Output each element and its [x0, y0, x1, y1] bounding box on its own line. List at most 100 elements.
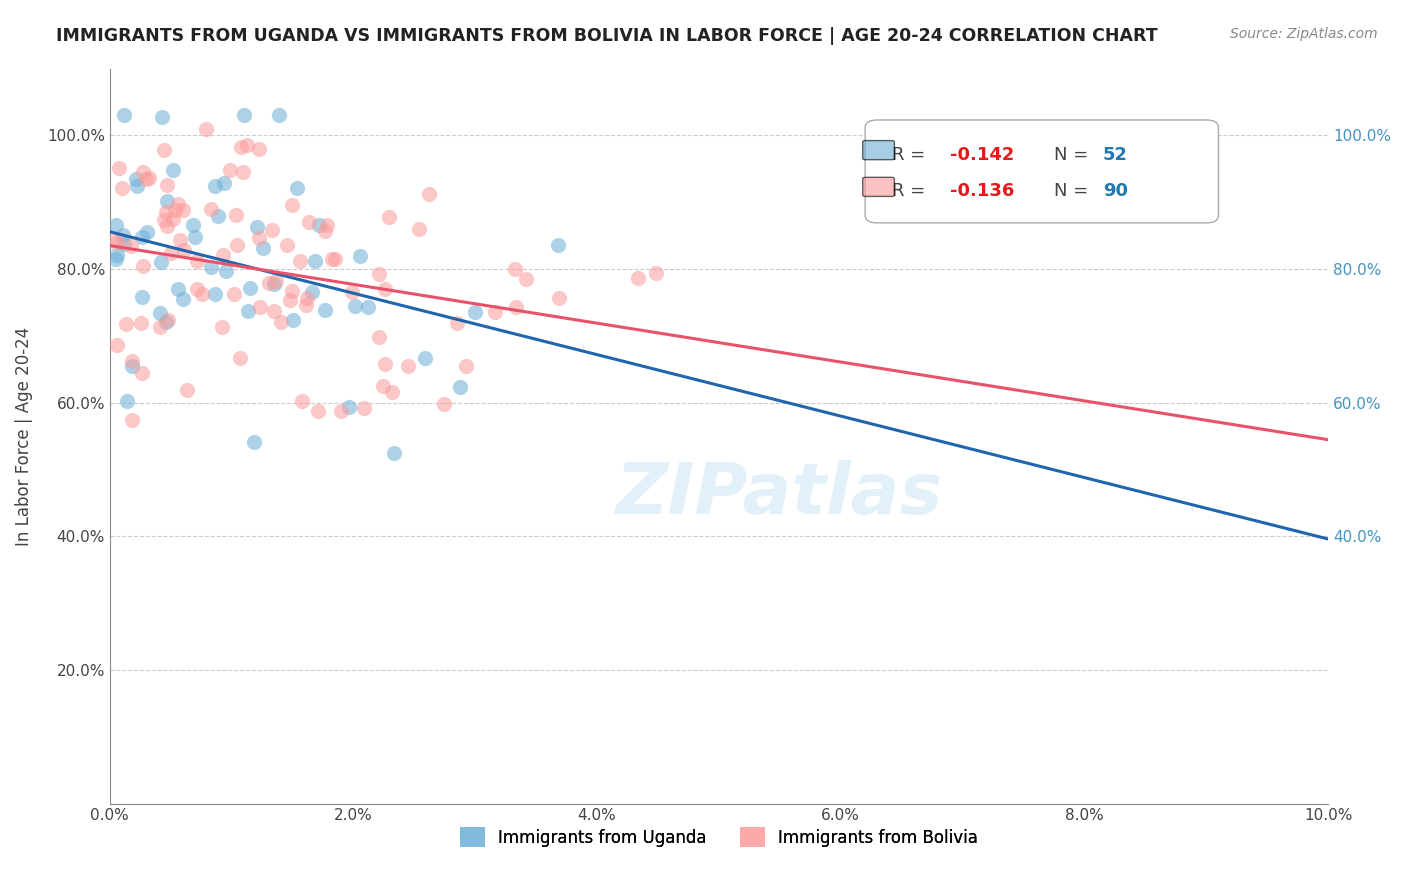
Immigrants from Uganda [449, 380, 471, 394]
Immigrants from Bolivia [371, 379, 394, 393]
Immigrants from Bolivia [446, 316, 468, 330]
Immigrants from Bolivia [278, 293, 301, 308]
Text: R =: R = [891, 183, 931, 201]
Immigrants from Bolivia [263, 303, 285, 318]
Immigrants from Bolivia [105, 337, 128, 351]
Immigrants from Uganda [301, 285, 323, 300]
Immigrants from Bolivia [107, 161, 129, 175]
Immigrants from Bolivia [229, 351, 252, 365]
Immigrants from Bolivia [235, 137, 257, 152]
Immigrants from Uganda [200, 260, 222, 274]
Immigrants from Bolivia [169, 233, 191, 247]
Immigrants from Bolivia [114, 317, 136, 331]
Immigrants from Bolivia [156, 313, 179, 327]
Immigrants from Bolivia [111, 181, 134, 195]
Immigrants from Bolivia [152, 213, 174, 227]
Immigrants from Bolivia [295, 298, 318, 312]
Immigrants from Bolivia [645, 266, 668, 280]
Immigrants from Bolivia [321, 252, 343, 267]
Immigrants from Uganda [304, 254, 326, 268]
Immigrants from Uganda [242, 435, 264, 450]
Immigrants from Uganda [156, 194, 179, 208]
Immigrants from Bolivia [323, 252, 346, 267]
Immigrants from Bolivia [231, 140, 253, 154]
FancyBboxPatch shape [863, 141, 894, 160]
Immigrants from Bolivia [135, 172, 157, 186]
Immigrants from Uganda [150, 110, 173, 124]
Immigrants from Bolivia [340, 285, 363, 300]
Immigrants from Uganda [162, 163, 184, 178]
Immigrants from Uganda [464, 305, 486, 319]
Immigrants from Bolivia [484, 304, 506, 318]
Immigrants from Uganda [267, 108, 290, 122]
Text: Source: ZipAtlas.com: Source: ZipAtlas.com [1230, 27, 1378, 41]
Immigrants from Bolivia [353, 401, 375, 416]
Immigrants from Bolivia [105, 233, 128, 247]
Immigrants from Bolivia [132, 259, 155, 273]
Immigrants from Uganda [382, 446, 405, 460]
Immigrants from Bolivia [295, 291, 318, 305]
Immigrants from Uganda [285, 180, 308, 194]
Immigrants from Bolivia [121, 413, 143, 427]
Immigrants from Uganda [112, 237, 135, 252]
Immigrants from Bolivia [156, 178, 179, 192]
Immigrants from Bolivia [194, 122, 217, 136]
Immigrants from Uganda [104, 252, 127, 266]
Immigrants from Bolivia [162, 211, 184, 226]
Immigrants from Bolivia [276, 238, 298, 252]
Immigrants from Bolivia [266, 274, 288, 288]
Immigrants from Uganda [238, 303, 260, 318]
Immigrants from Bolivia [381, 385, 404, 400]
Immigrants from Uganda [149, 306, 172, 320]
Immigrants from Bolivia [138, 171, 160, 186]
Text: R =: R = [891, 145, 931, 164]
Immigrants from Bolivia [131, 366, 153, 380]
Text: N =: N = [1054, 183, 1094, 201]
Immigrants from Bolivia [298, 215, 321, 229]
Immigrants from Bolivia [548, 291, 571, 305]
Immigrants from Bolivia [176, 383, 198, 397]
Text: IMMIGRANTS FROM UGANDA VS IMMIGRANTS FROM BOLIVIA IN LABOR FORCE | AGE 20-24 COR: IMMIGRANTS FROM UGANDA VS IMMIGRANTS FRO… [56, 27, 1159, 45]
Immigrants from Bolivia [163, 203, 186, 218]
Text: N =: N = [1054, 145, 1094, 164]
Text: 90: 90 [1102, 183, 1128, 201]
Y-axis label: In Labor Force | Age 20-24: In Labor Force | Age 20-24 [15, 326, 32, 546]
Immigrants from Uganda [337, 400, 360, 414]
Immigrants from Bolivia [270, 315, 292, 329]
FancyBboxPatch shape [865, 120, 1219, 223]
Immigrants from Bolivia [307, 404, 329, 418]
Immigrants from Bolivia [186, 282, 208, 296]
Immigrants from Uganda [112, 108, 135, 122]
Immigrants from Bolivia [211, 248, 233, 262]
Immigrants from Bolivia [225, 238, 247, 252]
Immigrants from Bolivia [367, 268, 389, 282]
Legend: Immigrants from Uganda, Immigrants from Bolivia: Immigrants from Uganda, Immigrants from … [453, 821, 984, 855]
Immigrants from Uganda [184, 229, 207, 244]
Immigrants from Bolivia [408, 222, 430, 236]
Immigrants from Uganda [125, 172, 148, 186]
Immigrants from Uganda [245, 219, 267, 234]
Immigrants from Bolivia [505, 300, 527, 314]
FancyBboxPatch shape [863, 178, 894, 196]
Immigrants from Bolivia [330, 403, 353, 417]
Text: -0.142: -0.142 [950, 145, 1015, 164]
Immigrants from Bolivia [120, 239, 142, 253]
Immigrants from Bolivia [222, 286, 245, 301]
Immigrants from Bolivia [281, 198, 304, 212]
Immigrants from Uganda [172, 292, 194, 306]
Immigrants from Bolivia [190, 287, 212, 301]
Immigrants from Uganda [136, 225, 159, 239]
Immigrants from Uganda [357, 300, 380, 314]
Immigrants from Bolivia [374, 282, 396, 296]
Immigrants from Bolivia [186, 253, 208, 268]
Immigrants from Bolivia [259, 276, 281, 290]
Immigrants from Bolivia [316, 218, 339, 232]
Immigrants from Bolivia [288, 253, 311, 268]
Immigrants from Bolivia [418, 186, 440, 201]
Immigrants from Bolivia [200, 202, 222, 216]
Immigrants from Bolivia [156, 219, 179, 233]
Immigrants from Uganda [207, 209, 229, 223]
Text: 52: 52 [1102, 145, 1128, 164]
Immigrants from Uganda [125, 178, 148, 193]
Immigrants from Uganda [252, 241, 274, 255]
